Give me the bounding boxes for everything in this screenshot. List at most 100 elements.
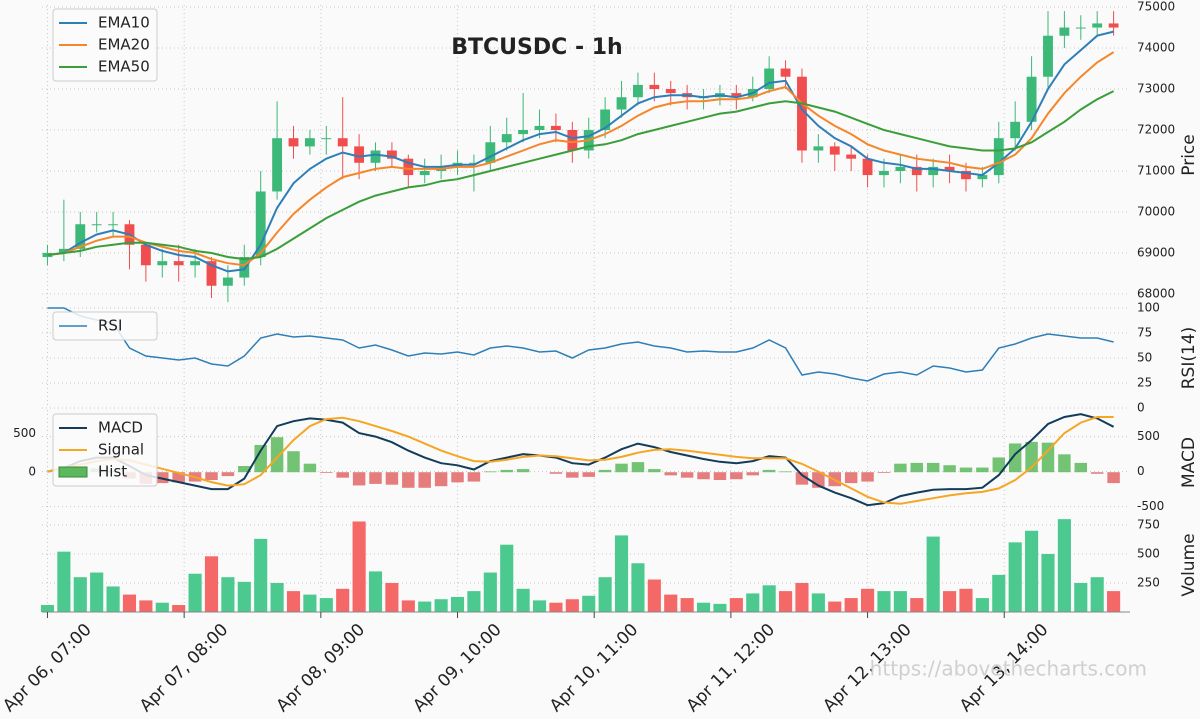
volume-bar <box>598 577 612 612</box>
candle-body <box>255 191 266 258</box>
volume-bar <box>286 591 301 612</box>
volume-bar <box>254 538 268 612</box>
y-tick-label: 75000 <box>1137 0 1175 14</box>
y-tick-label: 100 <box>1137 301 1160 315</box>
volume-bar <box>565 599 579 612</box>
volume-bar <box>418 601 432 612</box>
hist-bar <box>598 469 612 473</box>
hist-bar <box>779 471 792 473</box>
x-tick-label: Apr 08, 09:00 <box>273 620 369 716</box>
candle-body <box>239 257 250 278</box>
candle-body <box>75 224 86 249</box>
volume-bar <box>122 594 137 612</box>
candle-body <box>91 224 102 226</box>
hist-bar <box>336 472 349 478</box>
x-tick-label: Apr 06, 07:00 <box>0 620 96 716</box>
rsi-line <box>47 307 1114 382</box>
candle-body <box>1043 35 1053 77</box>
hist-bar <box>844 472 858 484</box>
volume-bar <box>746 593 760 612</box>
hist-bar <box>664 472 677 476</box>
y-tick-label: 72000 <box>1137 123 1175 137</box>
volume-bar <box>483 572 497 612</box>
hist-bar <box>959 467 973 473</box>
y-tick-label: 70000 <box>1137 204 1175 218</box>
candle-body <box>600 109 611 130</box>
candle-body <box>419 170 430 176</box>
volume-bar <box>155 602 169 612</box>
y-axis-label: RSI(14) <box>1179 327 1199 390</box>
candle-body <box>665 89 676 94</box>
y-tick-label: 50 <box>1137 351 1152 365</box>
candle-body <box>764 68 775 90</box>
hist-bar <box>385 472 399 485</box>
x-tick-label: Apr 11, 12:00 <box>683 620 779 716</box>
hist-bar <box>615 463 628 473</box>
hist-bar <box>1058 454 1071 473</box>
hist-bar <box>287 451 300 473</box>
volume-bar <box>696 602 711 612</box>
volume-bar <box>631 563 645 612</box>
y-tick-label: 71000 <box>1137 163 1175 177</box>
volume-bar <box>582 595 596 612</box>
y-axis-label: MACD <box>1179 437 1199 488</box>
candle-body <box>403 158 414 176</box>
y-tick-label: 69000 <box>1137 245 1175 259</box>
volume-bar <box>57 551 71 612</box>
candle-body <box>961 170 971 180</box>
candle-body <box>780 68 791 77</box>
candle-body <box>567 130 578 151</box>
legend-box <box>52 8 158 82</box>
legend-label: RSI <box>98 317 122 335</box>
hist-bar <box>172 472 185 483</box>
hist-bar <box>303 463 317 473</box>
candle-body <box>370 150 381 163</box>
hist-bar <box>910 462 924 473</box>
candle-body <box>862 158 873 176</box>
candle-body <box>616 97 627 110</box>
candle-body <box>354 146 365 163</box>
volume-bar <box>778 591 793 612</box>
ema-line <box>47 51 1115 267</box>
candle-body <box>386 150 397 159</box>
hist-bar <box>795 472 809 485</box>
hist-bar <box>566 472 579 478</box>
candle-body <box>468 162 479 164</box>
candle-body <box>42 252 53 258</box>
hist-bar <box>467 472 481 482</box>
volume-bar <box>975 598 989 612</box>
candle-body <box>288 138 299 147</box>
y-tick-label: 0 <box>1137 401 1145 415</box>
volume-bar <box>1057 519 1071 612</box>
candle-body <box>272 138 283 192</box>
candle-body <box>1075 27 1086 29</box>
ema-line <box>47 90 1115 261</box>
volume-bar <box>204 556 219 612</box>
volume-bar <box>500 544 514 612</box>
volume-bar <box>73 577 87 612</box>
y-tick-label: 750 <box>1137 517 1160 531</box>
volume-bar <box>434 599 448 612</box>
hist-bar <box>205 472 218 480</box>
hist-bar <box>451 472 464 483</box>
candle-body <box>1026 76 1037 122</box>
volume-bar <box>368 571 383 612</box>
candle-body <box>551 125 561 130</box>
candle-body <box>108 224 118 226</box>
candle-body <box>534 125 545 130</box>
y-tick-label: 75 <box>1137 326 1152 340</box>
candle-body <box>944 166 955 171</box>
candle-body <box>797 76 807 151</box>
candle-body <box>501 134 512 143</box>
hist-bar <box>992 457 1006 473</box>
y-tick-label: 500 <box>1137 429 1160 443</box>
hist-bar <box>270 437 284 473</box>
volume-bar <box>1008 542 1022 612</box>
y-axis-label: Price <box>1179 134 1199 175</box>
candle-body <box>337 138 348 147</box>
volume-bar <box>40 605 55 612</box>
volume-bar <box>647 579 661 612</box>
volume-bar <box>90 572 104 612</box>
volume-bar <box>992 574 1006 612</box>
